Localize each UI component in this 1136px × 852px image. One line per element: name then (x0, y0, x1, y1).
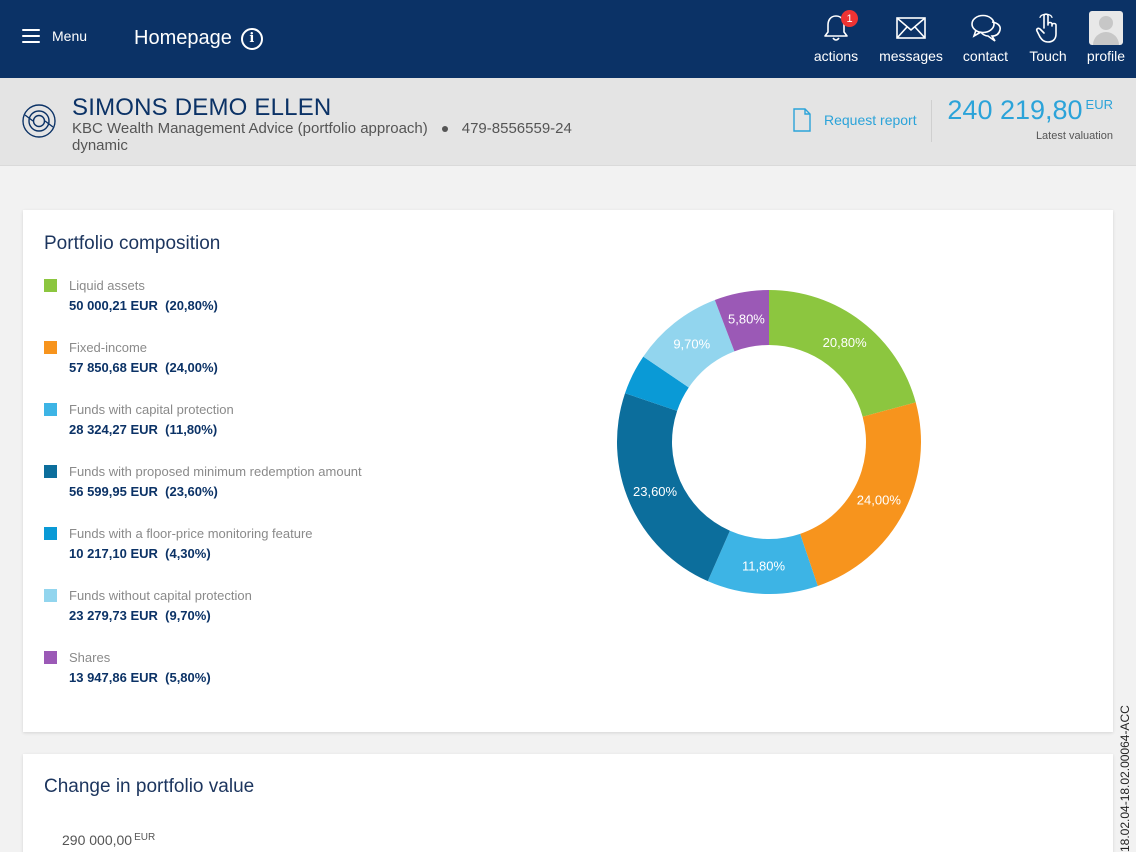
latest-valuation: 240 219,80 EUR Latest valuation (947, 95, 1113, 142)
portfolio-composition-title: Portfolio composition (44, 233, 221, 254)
legend-value: 23 279,73 EUR (9,70%) (69, 608, 211, 623)
legend-value: 28 324,27 EUR (11,80%) (69, 422, 218, 437)
top-navigation-bar: Menu Homepage i 1 actions messages conta… (0, 0, 1136, 78)
nav-messages[interactable]: messages (878, 0, 944, 78)
nav-actions-label: actions (813, 48, 859, 64)
client-logo-icon (21, 103, 57, 144)
portfolio-composition-card: Portfolio composition Liquid assets 50 0… (23, 210, 1113, 732)
menu-label: Menu (52, 28, 88, 44)
legend-label: Funds with proposed minimum redemption a… (69, 464, 362, 479)
legend-label: Liquid assets (69, 278, 145, 293)
legend-value: 10 217,10 EUR (4,30%) (69, 546, 211, 561)
legend-value: 57 850,68 EUR (24,00%) (69, 360, 218, 375)
donut-slice-label: 5,80% (728, 312, 765, 327)
avatar (1089, 11, 1123, 45)
legend-swatch (44, 341, 57, 354)
legend-swatch (44, 589, 57, 602)
y-axis-currency: EUR (134, 832, 156, 843)
legend-swatch (44, 527, 57, 540)
client-risk-profile: dynamic (72, 137, 128, 154)
legend-label: Funds with a floor-price monitoring feat… (69, 526, 313, 541)
portfolio-value-change-title: Change in portfolio value (44, 776, 255, 797)
nav-touch-label: Touch (1029, 48, 1067, 64)
actions-badge: 1 (841, 10, 858, 27)
valuation-currency: EUR (1085, 97, 1113, 112)
donut-slice[interactable] (769, 290, 916, 417)
hamburger-icon (22, 29, 40, 43)
version-label: 18.02.04-18.02.00064-ACC (1118, 705, 1132, 852)
legend-value: 13 947,86 EUR (5,80%) (69, 670, 211, 685)
legend-label: Shares (69, 650, 111, 665)
donut-slice-label: 20,80% (823, 335, 868, 350)
donut-slice[interactable] (707, 530, 818, 594)
legend-swatch (44, 279, 57, 292)
valuation-label: Latest valuation (1035, 130, 1113, 142)
chat-bubbles-icon (970, 12, 1002, 44)
legend-label: Funds without capital protection (69, 588, 252, 603)
y-axis-top-label: 290 000,00 EUR (62, 832, 156, 848)
client-account: 479-8556559-24 (461, 120, 572, 137)
donut-slice-label: 23,60% (633, 484, 678, 499)
document-icon (793, 108, 811, 132)
page-title-text: Homepage (134, 27, 232, 49)
donut-slice[interactable] (714, 290, 769, 352)
donut-slice-label: 11,80% (742, 558, 786, 573)
nav-touch[interactable]: Touch (1026, 0, 1070, 78)
nav-actions[interactable]: 1 actions (810, 0, 862, 78)
nav-messages-label: messages (879, 48, 943, 64)
donut-slice[interactable] (625, 356, 689, 411)
legend-label: Fixed-income (69, 340, 148, 355)
envelope-icon (896, 12, 926, 44)
client-name: SIMONS DEMO ELLEN (72, 94, 332, 121)
info-icon[interactable]: i (240, 27, 263, 50)
client-service-line: KBC Wealth Management Advice (portfolio … (72, 120, 572, 137)
donut-slice-label: 24,00% (857, 493, 902, 508)
request-report-label: Request report (824, 112, 917, 128)
hand-pointer-icon (1035, 12, 1061, 44)
request-report-button[interactable]: Request report (792, 108, 917, 132)
nav-contact-label: contact (962, 48, 1009, 64)
header-divider (931, 100, 932, 142)
page-title: Homepage i (134, 27, 263, 50)
nav-contact[interactable]: contact (958, 0, 1013, 78)
nav-profile[interactable]: profile (1084, 0, 1128, 78)
portfolio-donut-chart[interactable]: 20,80% 24,00% 11,80% 23,60% 9,70% 5,80% (617, 290, 921, 594)
donut-slice[interactable] (800, 402, 921, 586)
valuation-amount: 240 219,80 (947, 95, 1083, 125)
legend-swatch (44, 465, 57, 478)
donut-slice[interactable] (617, 393, 730, 582)
avatar-icon (1089, 11, 1123, 45)
portfolio-value-change-card: Change in portfolio value 290 000,00 EUR (23, 754, 1113, 852)
donut-slice-label: 9,70% (673, 336, 710, 351)
donut-slice[interactable] (643, 299, 735, 388)
legend-value: 56 599,95 EUR (23,60%) (69, 484, 218, 499)
legend-swatch (44, 651, 57, 664)
nav-profile-label: profile (1086, 48, 1126, 64)
legend-label: Funds with capital protection (69, 402, 234, 417)
separator-dot (441, 125, 448, 132)
bell-icon: 1 (822, 10, 858, 44)
menu-button[interactable]: Menu (22, 28, 87, 44)
legend-swatch (44, 403, 57, 416)
legend-value: 50 000,21 EUR (20,80%) (69, 298, 218, 313)
client-header: SIMONS DEMO ELLEN KBC Wealth Management … (0, 78, 1136, 166)
client-service: KBC Wealth Management Advice (portfolio … (72, 120, 428, 137)
